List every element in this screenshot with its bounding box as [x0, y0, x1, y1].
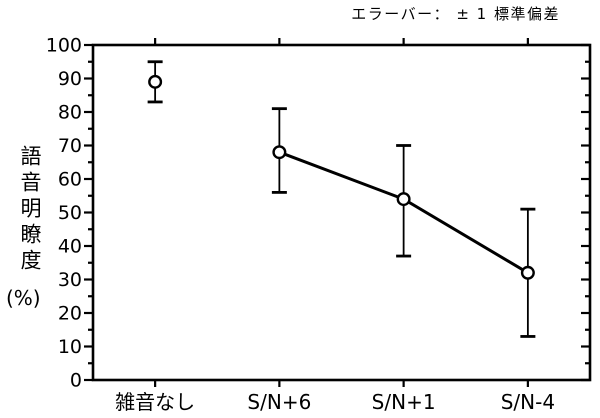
y-axis-unit: (%): [6, 286, 41, 310]
data-point: [148, 74, 163, 89]
x-tick-label: 雑音なし: [115, 390, 195, 414]
y-tick-label: 50: [58, 202, 82, 224]
plot-frame: [91, 43, 592, 382]
y-axis-title: 語音明瞭度: [18, 145, 42, 275]
y-tick-label: 80: [58, 102, 82, 124]
data-point: [520, 265, 535, 280]
y-tick-label: 40: [58, 236, 82, 258]
data-point: [272, 145, 287, 160]
x-tick-label: S/N+1: [372, 390, 436, 414]
y-tick-label: 20: [58, 303, 82, 325]
y-tick-label: 70: [58, 135, 82, 157]
y-tick-label: 100: [46, 35, 82, 57]
data-point: [396, 192, 411, 207]
x-tick-label: S/N-4: [501, 390, 555, 414]
y-tick-label: 30: [58, 269, 82, 291]
y-tick-label: 0: [70, 370, 82, 392]
error-bar-note: エラーバー： ± 1 標準偏差: [351, 5, 560, 23]
y-tick-label: 10: [58, 336, 82, 358]
y-tick-label: 60: [58, 169, 82, 191]
x-tick-label: S/N+6: [247, 390, 311, 414]
y-tick-label: 90: [58, 68, 82, 90]
